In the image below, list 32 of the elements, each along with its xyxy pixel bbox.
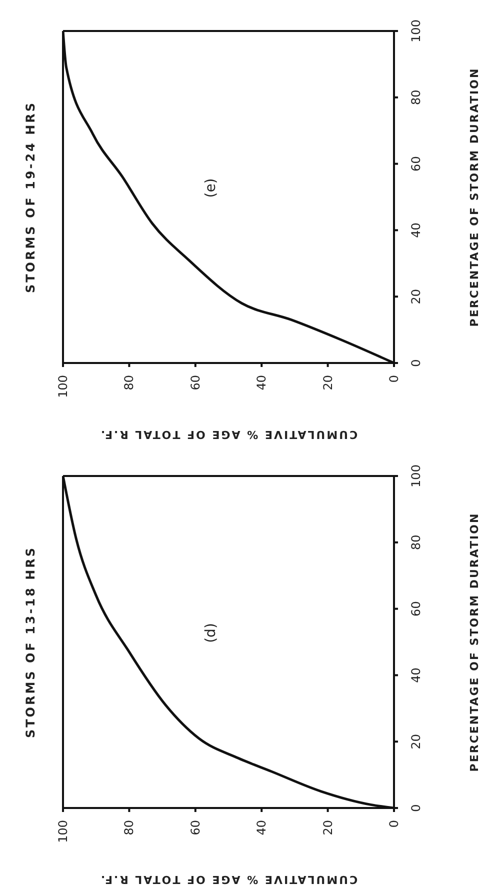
x-tick-label: 60 xyxy=(188,820,202,836)
text: STORMS OF 13-18 HRS xyxy=(22,544,38,740)
x-tick-label: 0 xyxy=(387,820,401,828)
annotation: (d) xyxy=(203,622,220,643)
annotation: (e) xyxy=(203,178,220,198)
y-tick-label: 40 xyxy=(409,668,423,683)
y-tick-label: 60 xyxy=(409,156,423,172)
y-tick-label: 20 xyxy=(409,734,423,750)
y-tick-label: 0 xyxy=(409,359,423,367)
x-tick-label: 100 xyxy=(56,820,70,843)
x-tick-label: 20 xyxy=(320,375,335,390)
x-tick-label: 20 xyxy=(320,820,335,836)
y-tick-label: 100 xyxy=(409,464,423,488)
y-axis-title: PERCENTAGE OF STORM DURATION xyxy=(468,512,481,772)
y-axis-title: PERCENTAGE OF STORM DURATION xyxy=(468,67,481,327)
y-tick-label: 0 xyxy=(409,804,423,812)
x-tick-label: 60 xyxy=(188,375,202,390)
x-axis-title: CUMULATIVE % AGE OF TOTAL R.F. xyxy=(99,873,358,886)
y-tick-label: 60 xyxy=(409,601,423,616)
y-tick-label: 80 xyxy=(409,90,423,106)
x-tick-label: 0 xyxy=(387,375,401,383)
x-tick-label: 100 xyxy=(56,375,70,398)
y-tick-label: 100 xyxy=(409,20,423,42)
x-tick-label: 40 xyxy=(254,820,269,836)
text: STORMS OF 19-24 HRS xyxy=(22,99,38,295)
x-tick-label: 40 xyxy=(254,375,269,390)
x-tick-label: 80 xyxy=(122,375,136,390)
y-tick-label: 80 xyxy=(409,534,423,550)
x-axis-title: CUMULATIVE % AGE OF TOTAL R.F. xyxy=(99,428,358,441)
y-tick-label: 40 xyxy=(409,222,423,238)
y-tick-label: 20 xyxy=(409,288,423,304)
x-tick-label: 80 xyxy=(122,820,136,836)
